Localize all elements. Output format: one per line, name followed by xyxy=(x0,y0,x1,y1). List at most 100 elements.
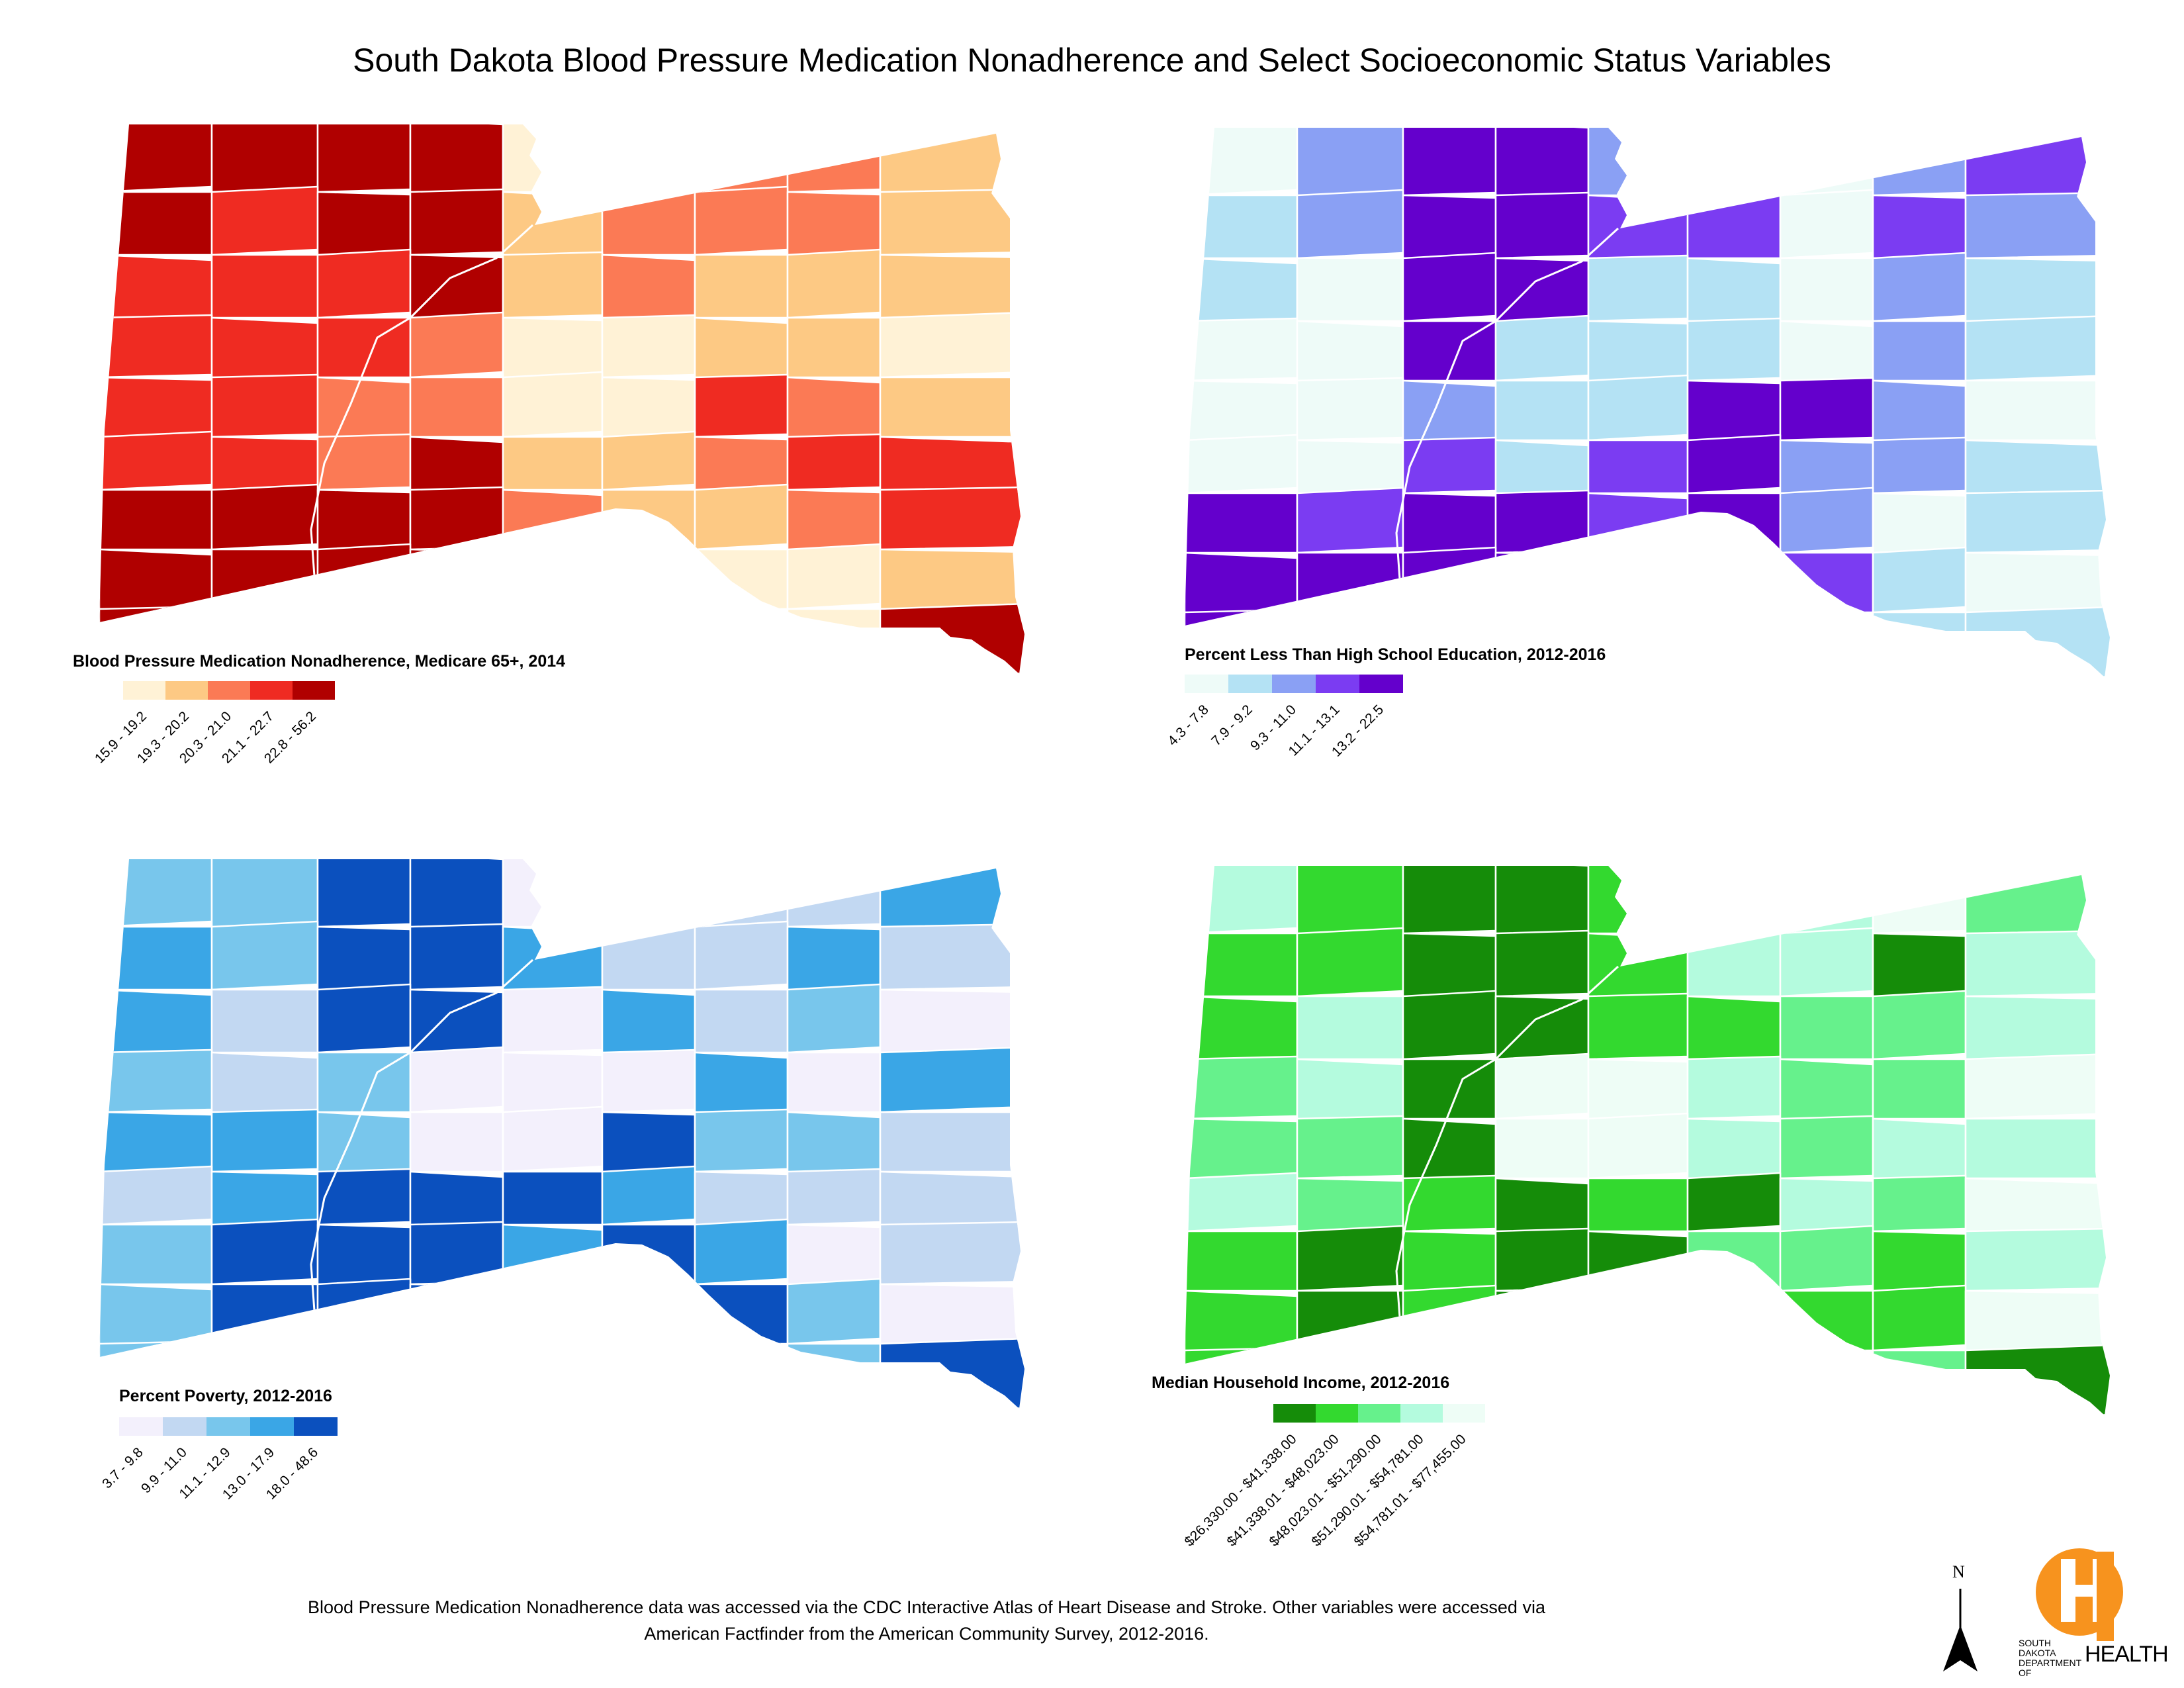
missouri-river-line xyxy=(1395,227,1619,626)
county-region xyxy=(1402,379,1497,447)
county-region xyxy=(99,1283,213,1350)
county-region xyxy=(1872,1284,1967,1352)
county-region xyxy=(210,316,319,384)
county-region xyxy=(694,608,789,674)
county-region xyxy=(786,1278,882,1345)
county-region xyxy=(1296,1177,1404,1235)
county-region xyxy=(210,859,319,931)
county-region xyxy=(1296,866,1404,937)
county-region xyxy=(786,376,882,444)
county-region xyxy=(1686,1346,1782,1415)
county-region xyxy=(1402,932,1497,1000)
county-region xyxy=(1185,257,1298,328)
county-region xyxy=(99,430,213,491)
county-region xyxy=(694,483,789,551)
county-region xyxy=(1587,254,1689,322)
county-region xyxy=(1872,1117,1967,1185)
legend-swatches xyxy=(1273,1404,1485,1423)
county-region xyxy=(1964,606,2110,677)
county-region xyxy=(1494,128,1590,202)
county-region xyxy=(694,316,789,384)
county-region xyxy=(1587,866,1689,935)
county-region xyxy=(1296,128,1404,199)
county-region xyxy=(409,548,504,613)
county-region xyxy=(879,923,1024,991)
county-region xyxy=(879,254,1024,322)
county-region xyxy=(502,316,604,381)
county-region xyxy=(601,376,696,441)
county-region xyxy=(1402,1117,1497,1185)
county-region xyxy=(99,489,213,551)
county-region xyxy=(502,124,604,193)
county-region xyxy=(879,1283,1024,1348)
county-region xyxy=(210,124,319,196)
county-region xyxy=(1185,317,1298,382)
county-region xyxy=(694,1051,789,1119)
county-region xyxy=(99,548,213,616)
county-region xyxy=(1686,492,1782,554)
county-region xyxy=(316,1111,412,1178)
county-region xyxy=(1686,257,1782,328)
county-region xyxy=(316,376,412,444)
county-region xyxy=(601,605,696,674)
county-region xyxy=(1402,1284,1497,1352)
map-education xyxy=(1185,128,2110,677)
county-region xyxy=(1402,1230,1497,1295)
county-region xyxy=(1587,1349,1689,1415)
legend-swatches xyxy=(119,1417,338,1436)
legend-swatch xyxy=(1316,1404,1358,1423)
county-region xyxy=(1185,1055,1298,1120)
county-region xyxy=(1587,492,1689,559)
county-region xyxy=(1494,1289,1590,1354)
county-region xyxy=(1964,1117,2110,1180)
county-region xyxy=(879,486,1024,551)
county-region xyxy=(1964,866,2110,940)
footnote-line-1: Blood Pressure Medication Nonadherence d… xyxy=(308,1597,1545,1617)
county-region xyxy=(1779,551,1874,614)
county-region xyxy=(1872,932,1967,1000)
county-region xyxy=(786,316,882,379)
county-region xyxy=(1779,927,1874,998)
county-region xyxy=(502,1170,604,1226)
county-region xyxy=(502,1223,604,1291)
county-region xyxy=(1779,128,1874,199)
county-region xyxy=(409,311,504,379)
county-region xyxy=(409,376,504,438)
county-region xyxy=(1185,866,1298,935)
county-region xyxy=(1686,317,1782,382)
county-region xyxy=(210,1218,319,1286)
county-region xyxy=(1872,252,1967,322)
county-region xyxy=(1779,487,1874,554)
county-region xyxy=(409,1170,504,1231)
county-region xyxy=(601,1111,696,1176)
county-region xyxy=(879,988,1024,1056)
county-region xyxy=(210,1108,319,1173)
county-region xyxy=(316,248,412,319)
county-region xyxy=(1185,1289,1298,1357)
county-region xyxy=(1872,1230,1967,1295)
county-region xyxy=(1779,257,1874,322)
legend-swatch xyxy=(294,1417,338,1436)
county-region xyxy=(1964,1344,2110,1415)
county-region xyxy=(1872,611,1967,677)
county-region xyxy=(601,1340,696,1409)
county-region xyxy=(210,988,319,1054)
county-region xyxy=(1587,1177,1689,1233)
county-region xyxy=(1494,439,1590,500)
legend-swatch xyxy=(1185,675,1228,693)
county-region xyxy=(1185,434,1298,494)
county-region xyxy=(316,433,412,491)
county-region xyxy=(1185,128,1298,197)
county-region xyxy=(1779,1058,1874,1125)
county-region xyxy=(1185,1117,1298,1182)
missouri-river-line xyxy=(310,959,534,1358)
county-region xyxy=(879,311,1024,379)
legend-swatch xyxy=(1358,1404,1400,1423)
county-region xyxy=(879,436,1024,496)
legend-swatch xyxy=(250,681,293,700)
county-region xyxy=(1779,1289,1874,1352)
county-region xyxy=(1964,379,2110,442)
county-region xyxy=(210,373,319,438)
county-region xyxy=(1296,1289,1404,1352)
county-region xyxy=(1686,1172,1782,1233)
